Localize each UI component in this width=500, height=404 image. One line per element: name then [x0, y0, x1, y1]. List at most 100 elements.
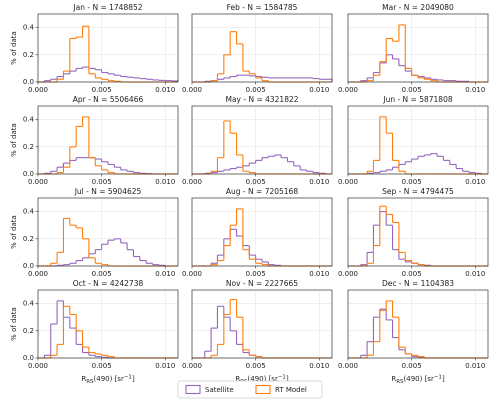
x-tick-label: 0.010 — [309, 270, 329, 278]
panel: Dec - N = 1104383 0.000 0.005 0.010 RRS(490)… — [338, 279, 489, 384]
x-tick-label: 0.005 — [246, 270, 266, 278]
x-tick-label: 0.010 — [309, 178, 329, 186]
panel-title: May - N = 4321822 — [225, 95, 298, 104]
histogram-riser — [50, 306, 115, 358]
axes-frame — [37, 13, 179, 83]
x-axis-label-part: (490) [sr — [248, 375, 278, 383]
y-tick-label: 0.0 — [23, 262, 34, 270]
y-tick-label: 0.4 — [23, 116, 35, 124]
x-tick-label: 0.005 — [92, 178, 112, 186]
panel: Jun - N = 5871808 0.000 0.005 0.010 — [338, 95, 489, 186]
histogram-riser — [204, 306, 263, 358]
x-tick-label: 0.000 — [338, 86, 358, 94]
panel-title: Feb - N = 1584785 — [227, 3, 298, 12]
histogram-riser — [210, 299, 263, 358]
x-tick-label: 0.010 — [155, 362, 175, 370]
x-tick-label: 0.010 — [155, 86, 175, 94]
y-tick-label: 0.4 — [23, 24, 35, 32]
histogram-riser — [43, 300, 109, 358]
x-tick-label: 0.000 — [338, 362, 358, 370]
x-tick-label: 0.005 — [246, 86, 266, 94]
y-tick-label: 0.4 — [23, 300, 35, 308]
x-tick-label: 0.010 — [465, 178, 485, 186]
x-tick-label: 0.005 — [402, 270, 422, 278]
panel: Jan - N = 1748852 0.000 0.005 0.010 0.0 0.2 0.… — [10, 3, 179, 94]
x-tick-label: 0.000 — [28, 270, 48, 278]
legend-swatch — [185, 384, 201, 395]
x-axis-label-part: R — [391, 375, 396, 383]
x-tick-label: 0.000 — [182, 86, 202, 94]
x-tick-label: 0.000 — [182, 270, 202, 278]
axes-frame — [37, 197, 179, 267]
panel-title: Mar - N = 2049080 — [382, 3, 454, 12]
x-tick-label: 0.010 — [155, 270, 175, 278]
histogram-riser — [366, 206, 425, 266]
x-axis-label-part: (490) [sr — [94, 375, 124, 383]
x-axis-label-part: ] — [286, 375, 289, 383]
legend-label: Satellite — [205, 386, 234, 394]
panel-title: Jul - N = 5904625 — [74, 187, 142, 196]
histogram-riser — [360, 309, 425, 358]
panel-title: Nov - N = 2227665 — [226, 279, 298, 288]
x-tick-label: 0.010 — [309, 86, 329, 94]
histogram-riser — [50, 218, 109, 266]
x-axis-label-part: RS — [86, 378, 94, 384]
x-tick-label: 0.005 — [246, 178, 266, 186]
panel: May - N = 4321822 0.000 0.005 0.010 — [182, 95, 333, 186]
panel: Nov - N = 22276650.0000.0050.010RRS(490)… — [182, 279, 333, 384]
x-tick-label: 0.010 — [309, 362, 329, 370]
x-axis-label-part: ] — [132, 375, 135, 383]
x-axis-label-part: R — [235, 375, 240, 383]
x-axis-label-part: R — [81, 375, 86, 383]
x-tick-label: 0.000 — [182, 178, 202, 186]
y-axis-label: % of data — [10, 31, 18, 65]
x-tick-label: 0.005 — [402, 178, 422, 186]
panel-title: Apr - N = 5506466 — [73, 95, 144, 104]
y-axis-label: % of data — [10, 307, 18, 341]
panel: Feb - N = 1584785 0.000 0.005 0.010 — [182, 3, 333, 94]
y-tick-label: 0.4 — [23, 208, 35, 216]
x-axis-label-part: −1 — [124, 374, 132, 380]
x-tick-label: 0.010 — [465, 362, 485, 370]
histogram-riser — [56, 116, 115, 174]
y-tick-label: 0.0 — [23, 354, 34, 362]
histogram-riser — [366, 153, 483, 174]
x-tick-label: 0.000 — [28, 86, 48, 94]
y-tick-label: 0.0 — [23, 78, 34, 86]
panel: Sep - N = 4794475 0.000 0.005 0.010 — [338, 187, 489, 278]
histogram-riser — [366, 116, 406, 174]
legend-label: RT Model — [275, 386, 307, 394]
x-tick-label: 0.010 — [155, 178, 175, 186]
histogram-riser — [366, 24, 438, 82]
y-tick-label: 0.2 — [23, 51, 34, 59]
axes-frame — [191, 105, 333, 175]
panel-title: Oct - N = 4242738 — [73, 279, 144, 288]
x-axis-label-part: RS — [396, 378, 404, 384]
x-tick-label: 0.005 — [246, 362, 266, 370]
x-axis-label: RRS(490) [sr−1] — [391, 374, 445, 384]
panel: Apr - N = 5506466 0.000 0.005 0.010 0.0 0.2 0.… — [10, 95, 179, 186]
panel: Mar - N = 2049080 0.000 0.005 0.010 — [338, 3, 489, 94]
x-tick-label: 0.000 — [338, 178, 358, 186]
legend: Satellite RT Model — [177, 380, 323, 399]
x-axis-label-part: −1 — [278, 374, 286, 380]
x-tick-label: 0.005 — [402, 86, 422, 94]
y-tick-label: 0.2 — [23, 143, 34, 151]
axes-frame — [37, 105, 179, 175]
panel: Oct - N = 4242738 0.000 0.005 0.010 0.0 0.2 0.… — [10, 279, 179, 384]
y-tick-label: 0.2 — [23, 235, 34, 243]
histogram-riser — [210, 229, 282, 266]
histogram-riser — [210, 120, 257, 174]
y-tick-label: 0.2 — [23, 327, 34, 335]
axes-frame — [191, 13, 333, 83]
x-tick-label: 0.000 — [28, 362, 48, 370]
axes-frame — [347, 197, 489, 267]
y-axis-label: % of data — [10, 215, 18, 249]
panel: Jul - N = 5904625 0.000 0.005 0.010 0.0 0.2 0.… — [10, 187, 179, 278]
axes-frame — [191, 197, 333, 267]
panel-title: Aug - N = 7205168 — [226, 187, 298, 196]
x-tick-label: 0.000 — [182, 362, 202, 370]
panel-title: Jan - N = 1748852 — [72, 3, 142, 12]
